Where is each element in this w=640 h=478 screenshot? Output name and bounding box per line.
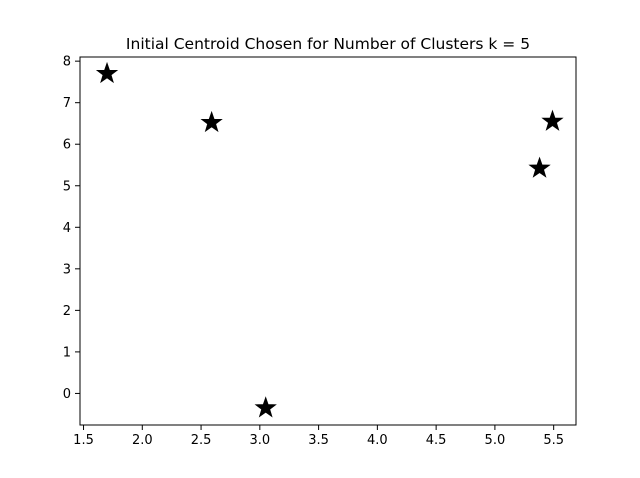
x-tick-label: 4.0: [367, 433, 388, 448]
y-axis: 0 1 2 3 4 5 6 7 8: [63, 55, 80, 402]
x-tick-label: 2.0: [132, 433, 153, 448]
x-axis: 1.5 2.0 2.5 3.0 3.5 4.0 4.5 5.0 5.5: [73, 425, 564, 448]
centroid-star-marker: [541, 109, 564, 131]
x-tick-label: 2.5: [191, 433, 212, 448]
centroid-star-marker: [200, 110, 223, 133]
y-tick-label: 2: [63, 304, 71, 319]
plot-area-frame: [79, 56, 577, 426]
centroid-star-marker: [254, 396, 277, 418]
x-tick-label: 3.0: [249, 433, 270, 448]
y-tick-label: 7: [63, 96, 71, 111]
x-tick-label: 5.0: [485, 433, 506, 448]
centroid-star-marker: [528, 156, 551, 178]
y-tick-label: 0: [63, 387, 71, 402]
y-tick-label: 1: [63, 345, 71, 360]
x-tick-label: 5.5: [543, 433, 564, 448]
data-points: [95, 61, 564, 418]
y-tick-label: 8: [63, 55, 71, 70]
y-tick-label: 3: [63, 262, 71, 277]
x-tick-label: 1.5: [73, 433, 94, 448]
x-tick-label: 3.5: [308, 433, 329, 448]
centroid-star-marker: [95, 61, 119, 84]
y-tick-label: 5: [63, 179, 71, 194]
y-tick-label: 4: [63, 221, 71, 236]
y-tick-label: 6: [63, 138, 71, 153]
x-tick-label: 4.5: [426, 433, 447, 448]
chart-title: Initial Centroid Chosen for Number of Cl…: [126, 35, 530, 53]
